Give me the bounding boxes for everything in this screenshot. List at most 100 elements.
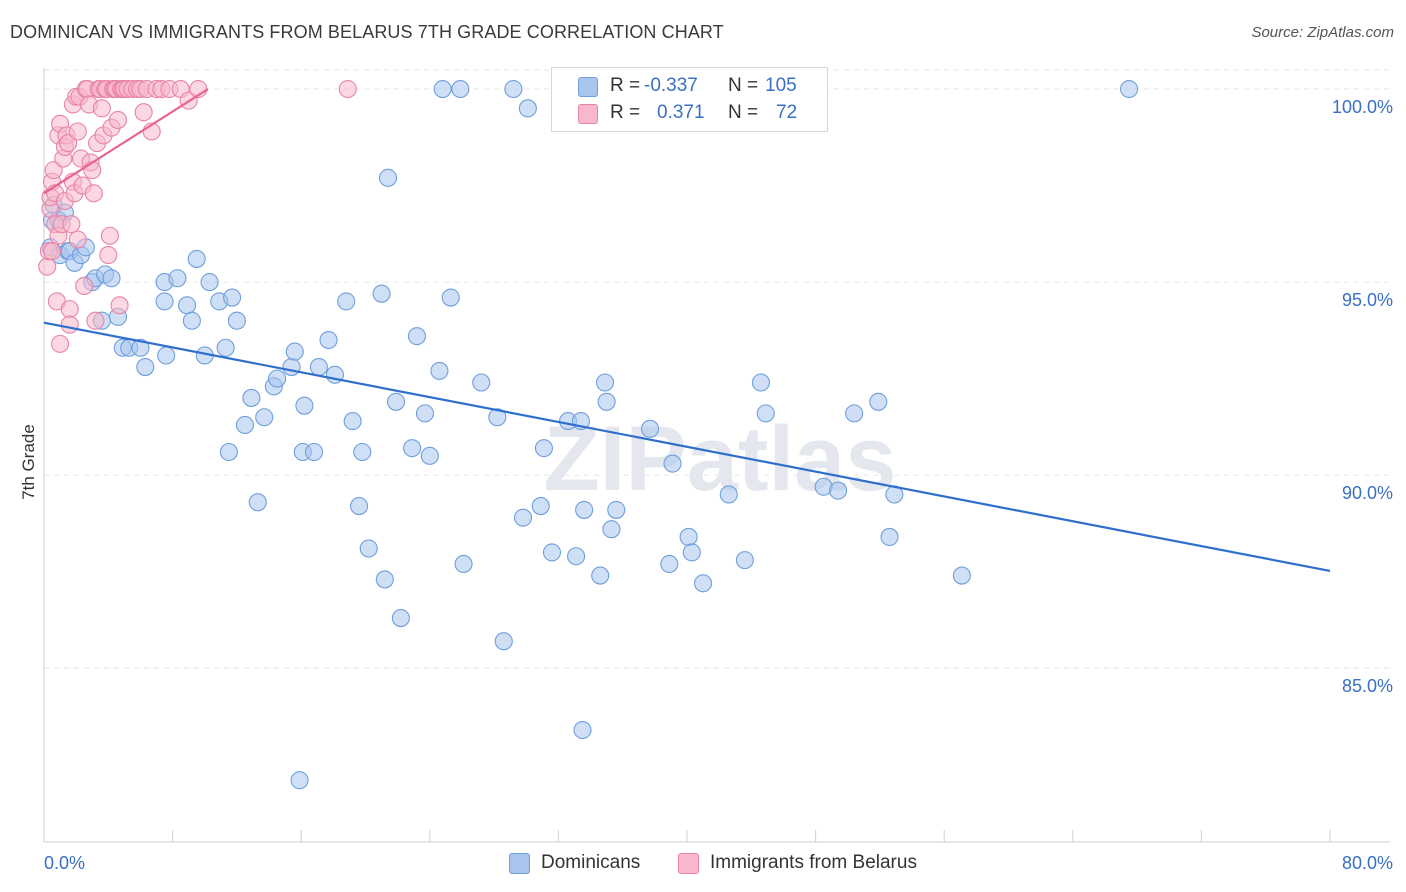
data-point (99, 246, 118, 265)
data-point (68, 122, 87, 141)
data-point (75, 276, 94, 296)
data-point (602, 520, 621, 539)
n-value: 105 (765, 75, 797, 96)
data-point (573, 720, 592, 740)
data-point (504, 79, 523, 99)
data-point (451, 79, 470, 99)
data-point (51, 334, 70, 353)
data-point (268, 369, 287, 388)
data-point (378, 168, 398, 187)
n-label: N = (728, 102, 759, 123)
data-point (756, 404, 775, 423)
r-label: R = (610, 102, 641, 123)
y-tick-label: 90.0% (1342, 483, 1393, 503)
data-point (869, 392, 888, 411)
data-point (305, 442, 324, 462)
data-point (513, 508, 533, 527)
data-point (386, 392, 406, 411)
data-point (216, 338, 235, 357)
data-point (242, 388, 261, 407)
data-point (829, 481, 848, 500)
data-point (518, 99, 537, 118)
y-tick-label: 100.0% (1332, 97, 1393, 117)
data-point (83, 161, 102, 180)
data-point (407, 327, 426, 346)
data-point (168, 269, 187, 288)
legend-swatch-belarus (578, 104, 598, 124)
data-point (84, 184, 103, 203)
data-point (235, 415, 254, 435)
data-point (607, 500, 626, 519)
data-point (488, 408, 507, 427)
y-tick-label: 95.0% (1342, 290, 1393, 310)
data-point (353, 442, 372, 462)
data-point (68, 230, 87, 249)
data-point (319, 330, 338, 350)
data-point (182, 311, 201, 330)
data-point (200, 273, 219, 292)
data-point (227, 311, 246, 330)
x-tick-label: 80.0% (1342, 853, 1393, 873)
data-point (255, 408, 274, 427)
data-point (591, 566, 610, 585)
data-point (337, 292, 356, 311)
data-point (108, 110, 127, 129)
stats-row-belarus: R = 0.371 N = 72 (552, 101, 827, 127)
n-label: N = (728, 75, 759, 96)
data-point (282, 357, 301, 377)
data-point (44, 161, 63, 180)
data-point (178, 296, 197, 315)
data-point (472, 373, 491, 392)
data-point (433, 79, 452, 99)
data-point (60, 315, 79, 334)
data-point (86, 311, 105, 330)
data-point (136, 357, 155, 377)
data-point (531, 497, 550, 516)
tick-labels: 100.0% 95.0% 90.0% 85.0% 0.0% 80.0% (44, 97, 1393, 873)
data-point (494, 632, 513, 651)
data-point (343, 412, 362, 431)
data-point (1120, 79, 1139, 99)
data-point (441, 288, 460, 307)
data-point (155, 292, 174, 311)
data-point (285, 342, 304, 361)
data-point (187, 249, 206, 268)
data-point (454, 554, 473, 574)
data-point (542, 543, 562, 562)
data-point (719, 485, 738, 504)
data-point (952, 566, 971, 585)
data-point (660, 554, 679, 574)
data-point (102, 269, 121, 288)
r-label: R = (610, 75, 641, 96)
data-point (597, 392, 616, 411)
data-point (415, 404, 435, 423)
n-value: 72 (776, 102, 798, 123)
data-point (131, 338, 150, 357)
series-belarus (38, 79, 357, 353)
data-point (375, 570, 394, 589)
grid-lines (44, 69, 1390, 669)
data-point (845, 404, 864, 423)
r-value: 0.371 (657, 102, 705, 123)
data-point (534, 439, 553, 458)
data-point (751, 373, 770, 392)
data-point (640, 419, 660, 438)
data-point (350, 497, 369, 516)
legend-label-belarus: Immigrants from Belarus (710, 852, 917, 873)
x-tick-label: 0.0% (44, 853, 85, 873)
trend-line-belarus (43, 88, 209, 195)
data-point (134, 103, 153, 122)
legend-swatch-belarus (678, 853, 699, 874)
data-point (219, 442, 238, 462)
data-point (735, 551, 754, 570)
r-value: -0.337 (644, 75, 698, 96)
data-point (663, 454, 682, 473)
data-point (60, 300, 79, 319)
trend-lines (43, 88, 1331, 573)
data-point (880, 527, 899, 547)
data-point (567, 547, 586, 566)
data-point (59, 134, 78, 153)
data-point (372, 284, 391, 303)
legend-label-dominicans: Dominicans (541, 852, 641, 873)
